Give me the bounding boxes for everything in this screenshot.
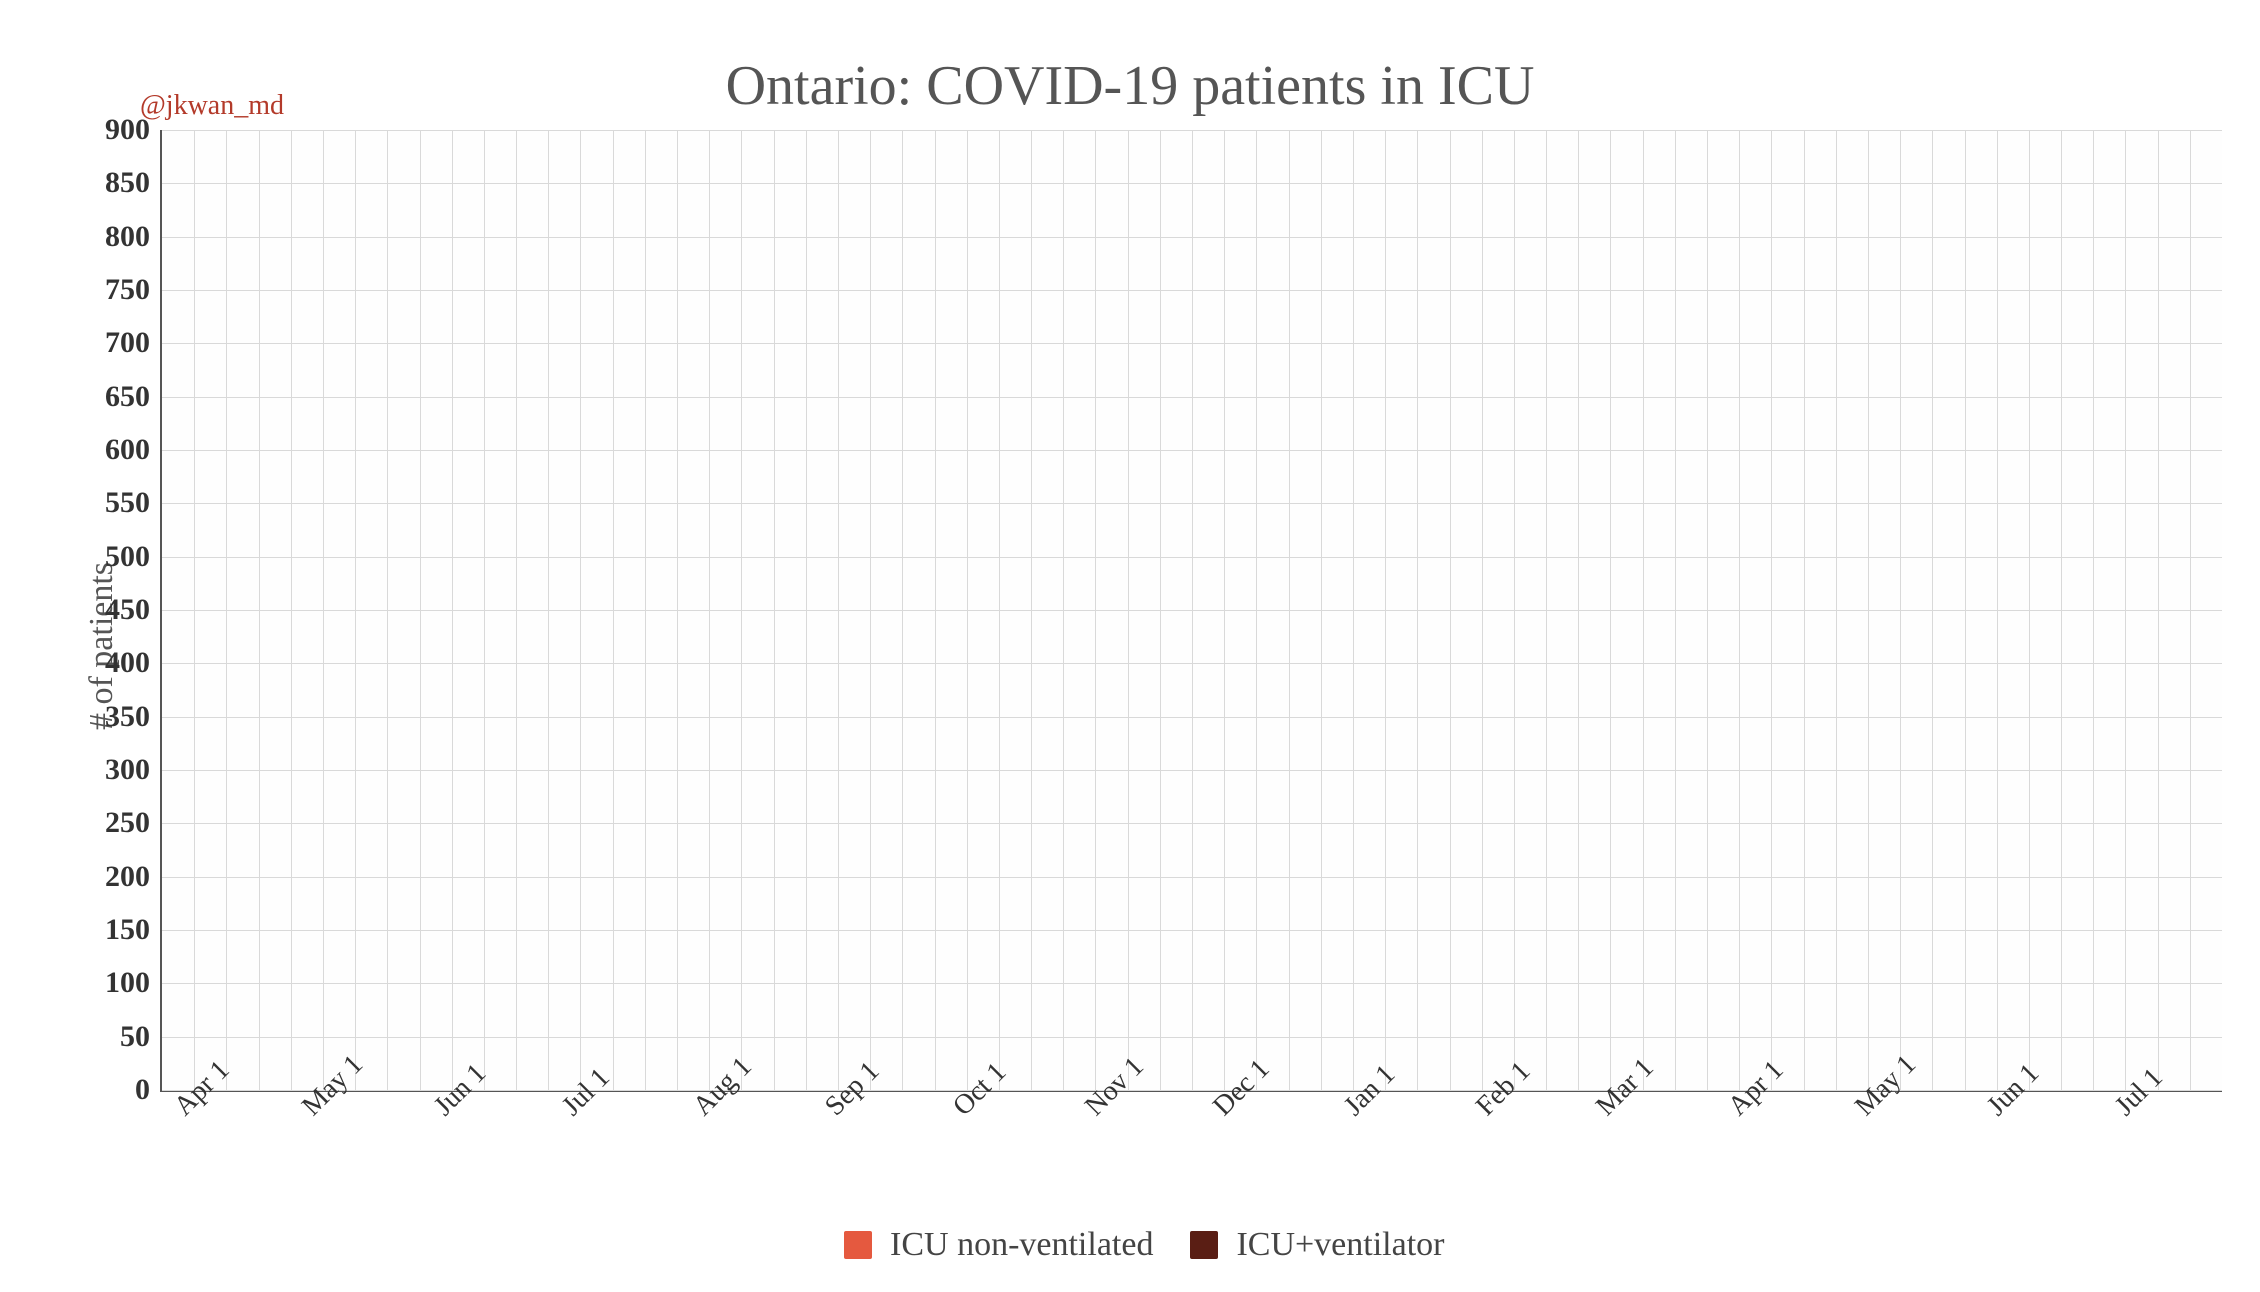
gridline-v [1450, 130, 1451, 1090]
gridline-v [1385, 130, 1386, 1090]
gridline-v [1675, 130, 1676, 1090]
gridline-v [323, 130, 324, 1090]
gridline-v [194, 130, 195, 1090]
gridline-v [870, 130, 871, 1090]
gridline-v [613, 130, 614, 1090]
ytick-label: 550 [105, 486, 162, 520]
gridline-v [1997, 130, 1998, 1090]
gridline-v [484, 130, 485, 1090]
ytick-label: 800 [105, 220, 162, 254]
gridline-v [1321, 130, 1322, 1090]
gridline-v [1256, 130, 1257, 1090]
gridline-v [1546, 130, 1547, 1090]
gridline-v [2125, 130, 2126, 1090]
gridline-v [226, 130, 227, 1090]
legend-swatch-ventilator [1190, 1231, 1218, 1259]
gridline-v [774, 130, 775, 1090]
gridline-v [516, 130, 517, 1090]
gridline-v [452, 130, 453, 1090]
gridline-v [1578, 130, 1579, 1090]
gridline-v [387, 130, 388, 1090]
gridline-v [1095, 130, 1096, 1090]
gridline-v [1836, 130, 1837, 1090]
gridline-v [1739, 130, 1740, 1090]
ytick-label: 0 [135, 1073, 162, 1107]
gridline-v [741, 130, 742, 1090]
gridline-v [2190, 130, 2191, 1090]
gridline-v [709, 130, 710, 1090]
legend-swatch-non-ventilated [844, 1231, 872, 1259]
gridline-v [580, 130, 581, 1090]
gridline-v [1289, 130, 1290, 1090]
ytick-label: 350 [105, 700, 162, 734]
ytick-label: 600 [105, 433, 162, 467]
gridline-v [1868, 130, 1869, 1090]
gridline-v [1932, 130, 1933, 1090]
gridline-v [645, 130, 646, 1090]
gridline-v [1224, 130, 1225, 1090]
ytick-label: 650 [105, 380, 162, 414]
gridline-v [1063, 130, 1064, 1090]
gridline-v [355, 130, 356, 1090]
gridline-v [806, 130, 807, 1090]
ytick-label: 850 [105, 166, 162, 200]
gridline-v [2061, 130, 2062, 1090]
chart-container: Ontario: COVID-19 patients in ICU @jkwan… [0, 0, 2260, 1292]
gridline-v [935, 130, 936, 1090]
ytick-label: 500 [105, 540, 162, 574]
gridline-v [1128, 130, 1129, 1090]
gridline-v [1900, 130, 1901, 1090]
gridline-v [1804, 130, 1805, 1090]
chart-title: Ontario: COVID-19 patients in ICU [0, 54, 2260, 118]
ytick-label: 450 [105, 593, 162, 627]
ytick-label: 50 [120, 1020, 162, 1054]
gridline-v [1610, 130, 1611, 1090]
ytick-label: 400 [105, 646, 162, 680]
gridline-v [1514, 130, 1515, 1090]
gridline-v [1771, 130, 1772, 1090]
gridline-v [1707, 130, 1708, 1090]
gridline-v [902, 130, 903, 1090]
gridline-v [999, 130, 1000, 1090]
gridline-v [2158, 130, 2159, 1090]
gridline-v [1353, 130, 1354, 1090]
gridline-v [259, 130, 260, 1090]
gridline-v [420, 130, 421, 1090]
ytick-label: 700 [105, 326, 162, 360]
ytick-label: 750 [105, 273, 162, 307]
gridline-v [1965, 130, 1966, 1090]
ytick-label: 250 [105, 806, 162, 840]
gridline-v [291, 130, 292, 1090]
legend: ICU non-ventilated ICU+ventilator [0, 1224, 2260, 1264]
ytick-label: 300 [105, 753, 162, 787]
gridline-v [2093, 130, 2094, 1090]
gridline-v [1417, 130, 1418, 1090]
gridline-v [2029, 130, 2030, 1090]
gridline-v [1160, 130, 1161, 1090]
gridline-v [677, 130, 678, 1090]
gridline-v [1192, 130, 1193, 1090]
legend-label-ventilator: ICU+ventilator [1236, 1226, 1444, 1263]
ytick-label: 100 [105, 966, 162, 1000]
gridline-v [967, 130, 968, 1090]
ytick-label: 150 [105, 913, 162, 947]
plot-area: 0501001502002503003504004505005506006507… [160, 130, 2222, 1092]
ytick-label: 200 [105, 860, 162, 894]
gridline-v [548, 130, 549, 1090]
gridline-v [1482, 130, 1483, 1090]
gridline-v [1643, 130, 1644, 1090]
legend-label-non-ventilated: ICU non-ventilated [890, 1226, 1153, 1263]
gridline-v [838, 130, 839, 1090]
gridline-v [1031, 130, 1032, 1090]
ytick-label: 900 [105, 113, 162, 147]
